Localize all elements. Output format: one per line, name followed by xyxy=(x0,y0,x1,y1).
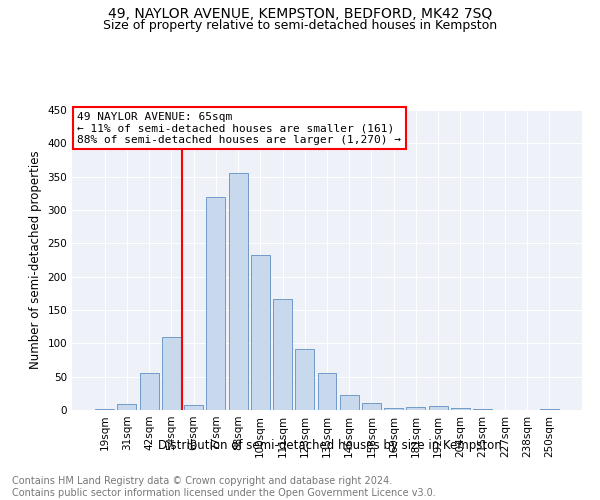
Bar xyxy=(429,406,448,410)
Bar xyxy=(406,406,425,410)
Bar xyxy=(295,348,314,410)
Bar xyxy=(540,408,559,410)
Text: Contains HM Land Registry data © Crown copyright and database right 2024.
Contai: Contains HM Land Registry data © Crown c… xyxy=(12,476,436,498)
Bar xyxy=(206,196,225,410)
Bar xyxy=(451,408,470,410)
Bar xyxy=(229,174,248,410)
Bar xyxy=(140,374,158,410)
Bar xyxy=(362,404,381,410)
Text: 49, NAYLOR AVENUE, KEMPSTON, BEDFORD, MK42 7SQ: 49, NAYLOR AVENUE, KEMPSTON, BEDFORD, MK… xyxy=(108,8,492,22)
Text: 49 NAYLOR AVENUE: 65sqm
← 11% of semi-detached houses are smaller (161)
88% of s: 49 NAYLOR AVENUE: 65sqm ← 11% of semi-de… xyxy=(77,112,401,144)
Text: Size of property relative to semi-detached houses in Kempston: Size of property relative to semi-detach… xyxy=(103,19,497,32)
Bar xyxy=(317,374,337,410)
Bar xyxy=(273,298,292,410)
Text: Distribution of semi-detached houses by size in Kempston: Distribution of semi-detached houses by … xyxy=(158,440,502,452)
Bar xyxy=(251,254,270,410)
Bar xyxy=(340,394,359,410)
Bar xyxy=(118,404,136,410)
Y-axis label: Number of semi-detached properties: Number of semi-detached properties xyxy=(29,150,42,370)
Bar xyxy=(95,408,114,410)
Bar xyxy=(162,336,181,410)
Bar xyxy=(384,408,403,410)
Bar xyxy=(184,404,203,410)
